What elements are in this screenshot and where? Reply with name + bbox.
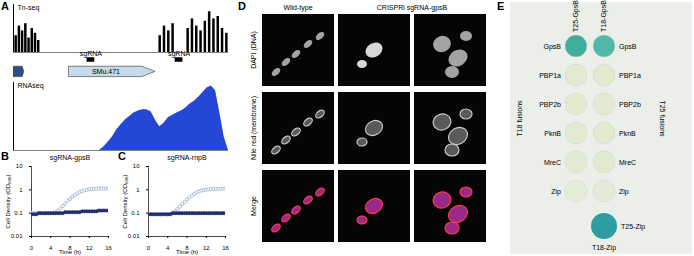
svg-text:GpsB: GpsB <box>619 43 637 51</box>
svg-text:Zip: Zip <box>619 188 629 196</box>
svg-text:GpsB: GpsB <box>543 43 561 51</box>
svg-text:16: 16 <box>222 245 229 251</box>
svg-text:Tn-seq: Tn-seq <box>18 4 40 12</box>
svg-text:Wild-type: Wild-type <box>283 4 312 12</box>
html-text:B: B <box>1 150 9 162</box>
svg-text:1: 1 <box>136 187 140 193</box>
svg-text:10: 10 <box>133 163 140 169</box>
svg-text:T25-Zip: T25-Zip <box>621 223 645 231</box>
svg-text:0.1: 0.1 <box>14 210 23 216</box>
html-text:D: D <box>238 0 246 12</box>
svg-text:1: 1 <box>19 187 23 193</box>
svg-text:PknB: PknB <box>544 130 561 137</box>
svg-text:16: 16 <box>105 245 112 251</box>
svg-text:0.01: 0.01 <box>11 233 23 239</box>
svg-text:Time (h): Time (h) <box>176 249 198 255</box>
svg-text:0.1: 0.1 <box>131 210 140 216</box>
svg-text:sgRNA-gpsB: sgRNA-gpsB <box>50 154 91 162</box>
svg-text:MreC: MreC <box>544 159 561 166</box>
svg-text:Cell Density (OD₆₀₀): Cell Density (OD₆₀₀) <box>5 174 11 228</box>
svg-text:T18-GpsB: T18-GpsB <box>600 0 608 32</box>
svg-text:PBP1a: PBP1a <box>619 72 641 79</box>
svg-text:sgRNA-rnpB: sgRNA-rnpB <box>167 154 207 162</box>
svg-text:T25 fusions: T25 fusions <box>659 100 666 137</box>
svg-text:sgRNA: sgRNA <box>80 50 103 58</box>
svg-text:CRISPRi sgRNA-gpsB: CRISPRi sgRNA-gpsB <box>377 4 448 12</box>
svg-text:0: 0 <box>147 245 151 251</box>
svg-text:Cell Density (OD₆₀₀): Cell Density (OD₆₀₀) <box>122 174 128 228</box>
svg-text:PBP2b: PBP2b <box>539 101 561 108</box>
svg-text:RNAseq: RNAseq <box>18 82 44 90</box>
html-text:A: A <box>1 0 9 12</box>
svg-text:T18-Zip: T18-Zip <box>592 244 616 252</box>
svg-text:MreC: MreC <box>619 159 636 166</box>
svg-text:Time (h): Time (h) <box>59 249 81 255</box>
html-text:E: E <box>497 0 505 12</box>
svg-text:PBP1a: PBP1a <box>539 72 561 79</box>
svg-text:12: 12 <box>86 245 93 251</box>
svg-text:0.01: 0.01 <box>128 233 140 239</box>
svg-text:12: 12 <box>203 245 210 251</box>
svg-text:Nile red (membrane): Nile red (membrane) <box>250 96 258 160</box>
svg-text:Merge: Merge <box>250 196 258 216</box>
svg-text:T18 fusions: T18 fusions <box>516 100 523 137</box>
svg-text:SMu.471: SMu.471 <box>92 68 120 75</box>
svg-text:0: 0 <box>30 245 34 251</box>
svg-text:T25-GpsB: T25-GpsB <box>572 0 580 32</box>
svg-text:PknB: PknB <box>619 130 636 137</box>
svg-text:sgRNA: sgRNA <box>168 50 191 58</box>
svg-text:PBP2b: PBP2b <box>619 101 641 108</box>
svg-text:DAPI (DNA): DAPI (DNA) <box>250 31 258 69</box>
svg-text:4: 4 <box>49 245 53 251</box>
svg-text:10: 10 <box>16 163 23 169</box>
html-text:C: C <box>118 150 126 162</box>
svg-text:Zip: Zip <box>551 188 561 196</box>
svg-text:4: 4 <box>166 245 170 251</box>
